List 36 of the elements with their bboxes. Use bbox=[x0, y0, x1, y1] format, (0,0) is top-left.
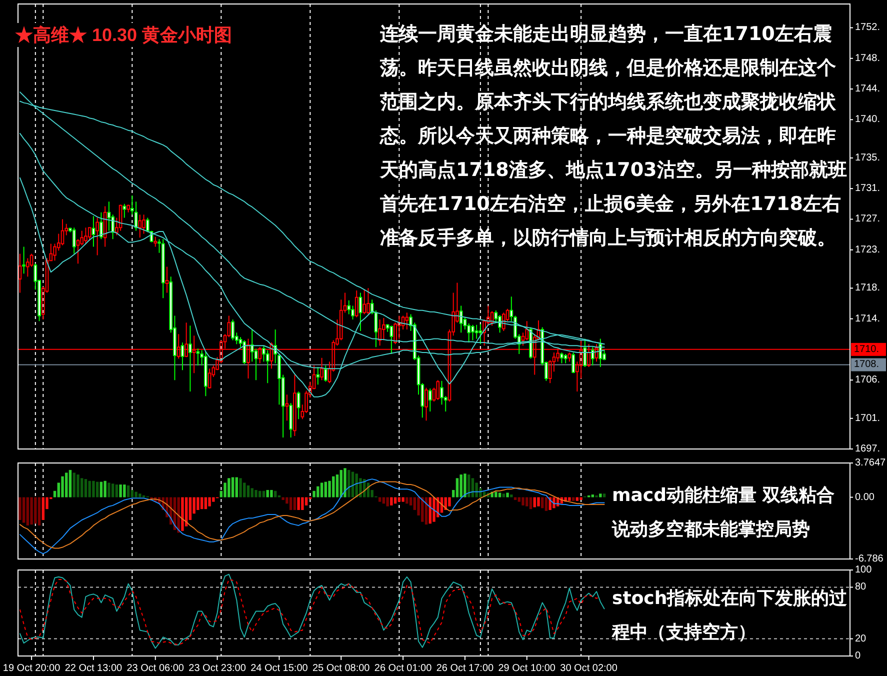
y-tick-label: 1752. bbox=[855, 22, 880, 34]
y-tick-label: 1723. bbox=[855, 244, 880, 256]
y-tick-label: 1718. bbox=[855, 282, 880, 294]
text: ★高维★ 10.30 黄金小时图 bbox=[15, 25, 232, 45]
x-tick-label: 30 Oct 02:00 bbox=[560, 663, 618, 674]
y-tick-label: -6.786 bbox=[855, 554, 884, 564]
y-tick-label: 1740. bbox=[855, 114, 880, 126]
y-tick-label: 1706. bbox=[855, 374, 880, 386]
x-tick-label: 23 Oct 06:00 bbox=[126, 663, 184, 674]
y-tick-label: 1744. bbox=[855, 84, 880, 95]
x-tick-label: 24 Oct 15:00 bbox=[250, 663, 308, 674]
y-tick-label: 0 bbox=[855, 650, 861, 662]
x-tick-label: 26 Oct 01:00 bbox=[374, 663, 432, 674]
annotation: 连续一周黄金未能走出明显趋势，一直在1710左右震荡。昨天日线虽然收出阴线，但是价格还是限制在这个范围之内。原本齐头下行的均线系统也变成聚拢收缩状态。所以今天又两种策略，一种是突破交易法，即在昨天的高点1718渣多、地点1703沽空。另一种按部就班首先在1710左右沽空，止损6美金，另外在1718左右准备反手多单，以防行情向上与预计相反的方向突破。 bbox=[379, 23, 847, 249]
ref-line-label: 1710. bbox=[854, 344, 880, 355]
x-tick-label: 22 Oct 13:00 bbox=[64, 663, 123, 674]
y-tick-label: 1731. bbox=[855, 183, 880, 194]
y-tick-label: 1714. bbox=[855, 313, 880, 324]
x-tick-label: 26 Oct 17:00 bbox=[436, 663, 494, 674]
y-tick-label: 1701. bbox=[855, 412, 880, 424]
y-tick-label: 1727. bbox=[855, 214, 880, 225]
x-tick-label: 29 Oct 10:00 bbox=[498, 663, 556, 674]
annotation: macd动能柱缩量 双线粘合说动多空都未能掌控局势 bbox=[611, 485, 835, 540]
y-tick-label: 1697. bbox=[855, 444, 880, 454]
y-tick-label: 100 bbox=[855, 564, 872, 576]
y-tick-label: 1748. bbox=[855, 52, 880, 64]
x-tick-label: 25 Oct 08:00 bbox=[312, 663, 370, 674]
y-tick-label: 1735. bbox=[855, 152, 880, 164]
y-tick-label: 3.7647 bbox=[855, 458, 886, 468]
annotation: stoch指标处在向下发胀的过程中（支持空方） bbox=[611, 588, 848, 643]
y-tick-label: 0.00 bbox=[855, 492, 875, 503]
ref-line-label: 1708. bbox=[854, 359, 880, 370]
x-tick-label: 23 Oct 23:00 bbox=[188, 663, 246, 674]
x-tick-label: 19 Oct 20:00 bbox=[2, 663, 61, 674]
y-tick-label: 80 bbox=[855, 582, 867, 593]
y-tick-label: 20 bbox=[855, 633, 867, 644]
